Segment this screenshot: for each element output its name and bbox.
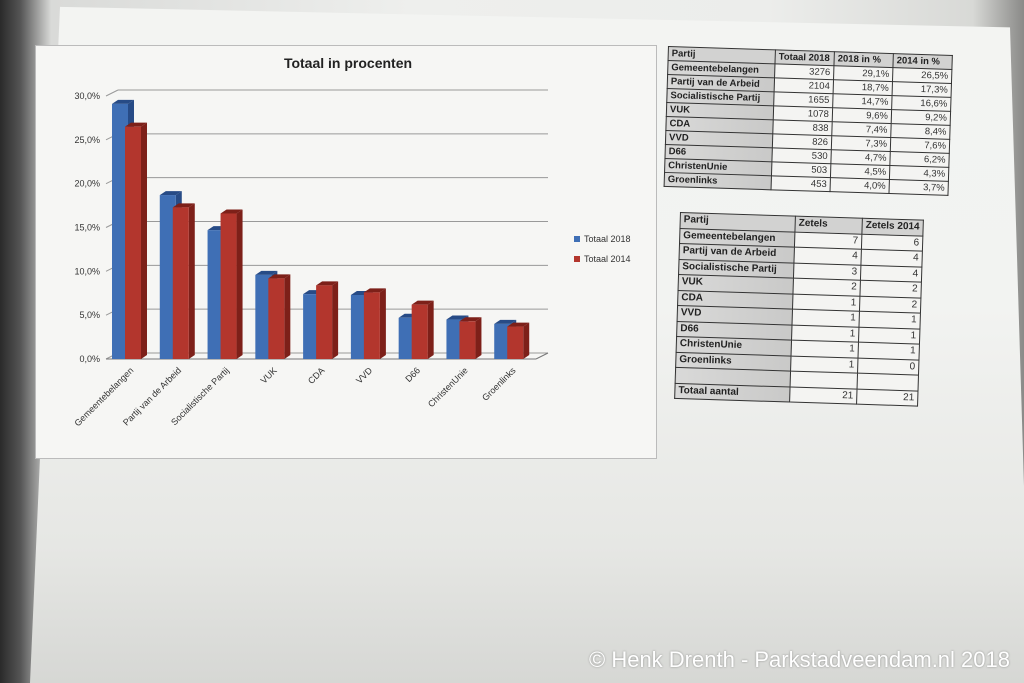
column-header: Zetels 2014	[861, 218, 924, 236]
chart-svg: Totaal in procenten 0,0% 5,0% 10,0% 15,0% 20…	[72, 55, 631, 428]
column-header: Zetels	[794, 216, 863, 234]
x-tick-label: CDA	[306, 365, 327, 386]
bar-2014	[507, 326, 524, 359]
bar-2018	[303, 294, 320, 359]
x-axis-depth	[535, 352, 549, 360]
bar-top	[159, 191, 182, 196]
bar-top	[255, 270, 278, 275]
y-tick-label: 25,0%	[74, 135, 100, 145]
value-cell: 21	[789, 386, 858, 405]
bar-side	[284, 274, 291, 359]
column-header: 2014 in %	[892, 53, 953, 70]
legend-swatch	[574, 236, 580, 242]
bar-top	[316, 281, 339, 286]
legend-label: Totaal 2018	[584, 234, 631, 244]
bar-2018	[398, 317, 415, 359]
bar-2014	[220, 213, 237, 359]
bar-2018	[112, 103, 128, 359]
gridline-depth	[105, 89, 119, 97]
y-tick-label: 5,0%	[79, 310, 100, 320]
x-tick-label: VVD	[354, 365, 375, 386]
bar-top	[446, 315, 469, 320]
bar-top	[459, 317, 482, 322]
column-header: Totaal 2018	[774, 49, 835, 66]
bar-top	[363, 288, 386, 293]
party-cell: Groenlinks	[664, 172, 772, 190]
x-tick-label: VUK	[259, 365, 279, 385]
seats-table: Partij Zetels Zetels 2014 Gemeentebelangen 7…	[674, 212, 924, 407]
bar-2014	[268, 278, 285, 359]
bar-2018	[207, 230, 224, 359]
watermark: © Henk Drenth - Parkstadveendam.nl 2018	[589, 647, 1010, 672]
bar-2018	[350, 295, 367, 359]
bar-side	[523, 322, 530, 359]
y-tick-label: 0,0%	[79, 354, 100, 364]
bar-2018	[446, 319, 463, 359]
bar-top	[220, 209, 243, 214]
bar-chart: Totaal in procenten 0,0% 5,0% 10,0% 15,0% 20…	[35, 45, 657, 459]
x-tick-label: Groenlinks	[480, 365, 518, 403]
votes-table: Partij Totaal 2018 2018 in % 2014 in % Gemee…	[664, 46, 953, 196]
bar-side	[188, 203, 195, 359]
bar-side	[141, 122, 147, 359]
bar-side	[475, 317, 482, 359]
bar-2018	[159, 195, 176, 359]
bar-2014	[363, 292, 380, 359]
chart-title: Totaal in procenten	[284, 55, 412, 71]
bar-2014	[125, 126, 141, 359]
value-cell: 4,0%	[830, 177, 890, 194]
bar-2018	[255, 274, 272, 359]
bar-2014	[411, 304, 428, 359]
bar-top	[172, 203, 195, 208]
y-tick-label: 10,0%	[74, 266, 100, 276]
column-header: 2018 in %	[833, 51, 894, 68]
legend-swatch	[574, 256, 580, 262]
bar-2014	[316, 285, 333, 359]
bar-side	[236, 209, 243, 359]
legend-label: Totaal 2014	[584, 254, 631, 264]
bar-top	[494, 319, 517, 324]
bar-side	[427, 300, 434, 359]
x-tick-label: D66	[403, 365, 422, 384]
value-cell: 453	[771, 175, 831, 192]
y-tick-label: 20,0%	[74, 179, 100, 189]
bar-side	[379, 288, 386, 359]
bar-top	[268, 274, 291, 279]
bar-2014	[459, 321, 476, 359]
value-cell: 3,7%	[888, 179, 949, 196]
bar-side	[332, 281, 339, 359]
y-tick-label: 30,0%	[74, 91, 100, 101]
x-tick-label: ChristenUnie	[426, 365, 470, 409]
bar-top	[507, 322, 530, 327]
bar-2018	[494, 323, 511, 359]
y-tick-label: 15,0%	[74, 223, 100, 233]
bar-top	[125, 122, 147, 127]
party-cell: Totaal aantal	[674, 382, 791, 403]
bar-top	[411, 300, 434, 305]
bar-top	[112, 99, 134, 104]
bar-2014	[172, 207, 189, 359]
value-cell: 21	[856, 388, 918, 407]
